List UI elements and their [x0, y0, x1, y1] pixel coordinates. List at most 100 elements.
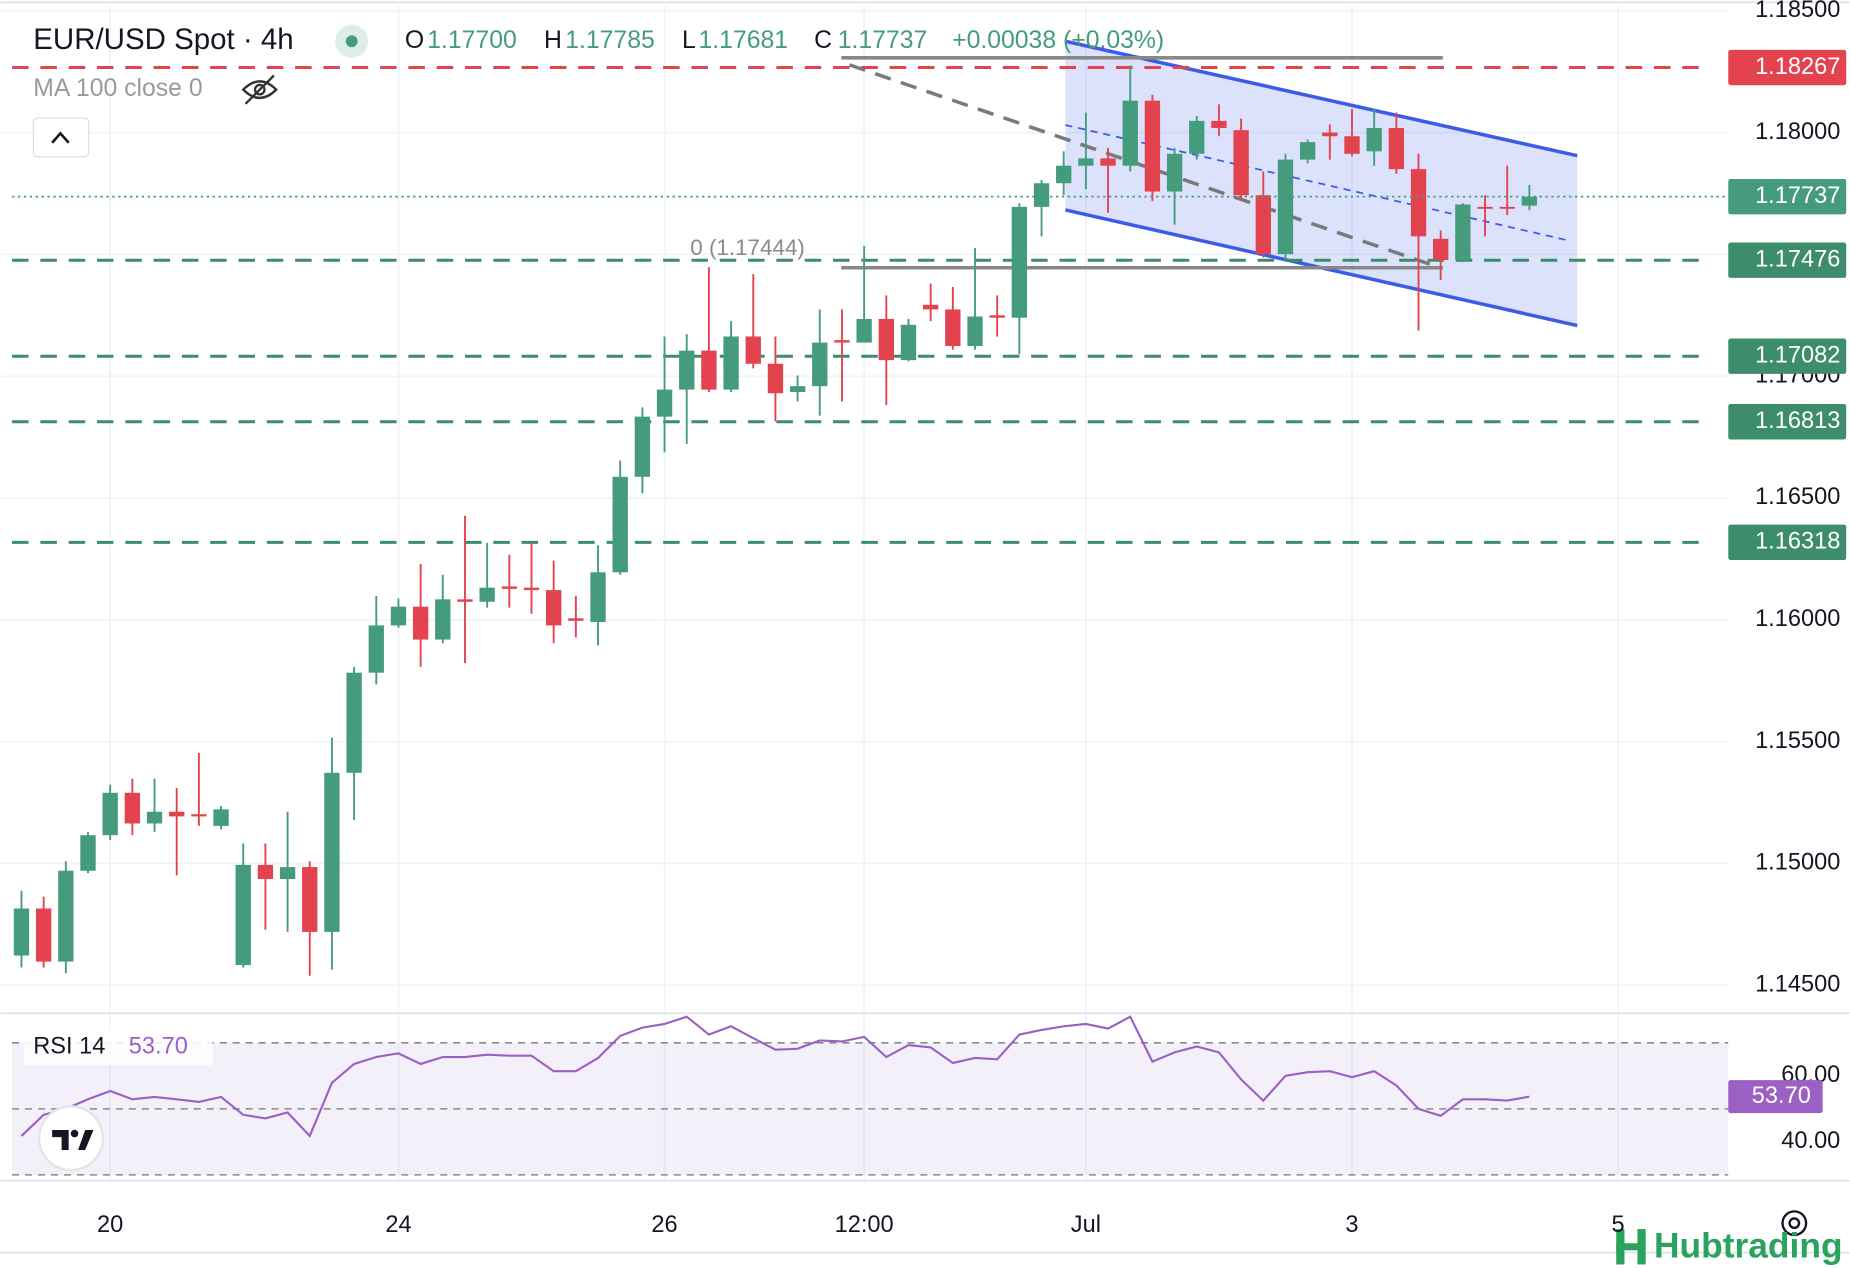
ohlc-change: +0.00038 (+0.03%): [952, 27, 1164, 54]
x-tick-label: 24: [385, 1211, 411, 1237]
y-tick-label: 1.15000: [1755, 849, 1840, 875]
ohlc-value: 1.17681: [699, 27, 789, 54]
rsi-tick-label: 40.00: [1781, 1127, 1840, 1153]
x-tick-label: 3: [1345, 1211, 1358, 1237]
candle-body: [1144, 100, 1161, 192]
candle-body: [922, 304, 939, 310]
rsi-legend-name: RSI 14: [33, 1033, 105, 1059]
level-label-box: [1728, 524, 1847, 561]
candle-body: [656, 389, 673, 417]
candle-body: [124, 792, 141, 824]
trend-line: [848, 63, 1434, 268]
candle-body: [501, 586, 517, 589]
rsi-line: [20, 1015, 1530, 1138]
ohlc-value: 1.17737: [838, 27, 928, 54]
collapse-button[interactable]: [32, 117, 90, 158]
candle-body: [1410, 169, 1427, 237]
candle-body: [723, 336, 739, 390]
candle-body: [767, 363, 784, 394]
candle-body: [1100, 158, 1116, 166]
level-label-box: [1728, 404, 1847, 440]
candle-body: [701, 350, 717, 390]
candle-body: [523, 587, 540, 591]
candle-body: [302, 867, 318, 932]
channel-top: [1064, 39, 1578, 158]
y-tick-label: 1.16500: [1755, 483, 1840, 509]
eye-off-icon[interactable]: [241, 74, 278, 105]
level-label: 1.17476: [1755, 245, 1840, 271]
candle-body: [834, 340, 850, 343]
candle-body: [945, 309, 961, 346]
candle-body: [1344, 136, 1360, 154]
tv-logo[interactable]: [37, 1105, 105, 1172]
candle-body: [900, 324, 917, 361]
level-label: 1.17082: [1755, 341, 1840, 367]
candle-body: [435, 599, 451, 640]
ohlc-value: 1.17785: [565, 27, 655, 54]
candle-body: [812, 342, 828, 387]
watermark-logo: [1616, 1229, 1646, 1265]
y-tick-label: 1.18000: [1755, 118, 1840, 144]
candle-body: [789, 386, 806, 393]
y-tick-label: 1.15500: [1755, 727, 1840, 753]
settings-icon[interactable]: [1781, 1210, 1808, 1237]
candle-body: [102, 792, 118, 836]
x-tick-label: Jul: [1071, 1211, 1101, 1237]
candle-body: [1233, 130, 1249, 196]
candle-body: [1078, 158, 1094, 166]
candle-body: [568, 618, 584, 621]
x-tick-label: 26: [651, 1211, 677, 1237]
level-label: 1.18267: [1755, 53, 1840, 79]
status-dot: [345, 35, 358, 48]
x-tick-label: 20: [97, 1211, 123, 1237]
candle-body: [1521, 196, 1538, 206]
level-label: 1.16813: [1755, 407, 1840, 433]
candle-body: [390, 606, 407, 626]
rsi-legend-value: 53.70: [129, 1033, 188, 1059]
candle-body: [13, 908, 30, 956]
candle-body: [590, 572, 606, 623]
candle-body: [1255, 195, 1271, 255]
candle-body: [967, 316, 983, 346]
candle-body: [235, 864, 251, 966]
candle-body: [368, 625, 384, 673]
y-tick-label: 1.18500: [1755, 0, 1840, 22]
candle-body: [457, 599, 473, 602]
candle-body: [257, 864, 274, 880]
candle-body: [35, 908, 52, 962]
candle-body: [1388, 127, 1405, 170]
ohlc-key: O: [405, 27, 424, 54]
candle-body: [279, 867, 296, 880]
candle-body: [1189, 120, 1205, 154]
current-price-label: 1.17737: [1755, 182, 1840, 208]
indicator-label: MA 100 close 0: [33, 75, 202, 102]
level-label-box: [1728, 49, 1847, 86]
candle-body: [1011, 206, 1028, 318]
level-label-box: [1728, 242, 1847, 278]
x-tick-label: 12:00: [835, 1211, 894, 1237]
candle-body: [1455, 204, 1471, 260]
candle-body: [612, 476, 628, 573]
candle-body: [80, 835, 96, 871]
candle-body: [634, 416, 651, 477]
candle-body: [1166, 153, 1183, 192]
y-tick-label: 1.14500: [1755, 970, 1840, 996]
candle-body: [146, 811, 163, 824]
ohlc-key: C: [814, 27, 832, 54]
candle-body: [1322, 132, 1338, 137]
current-price-label-box: [1728, 178, 1847, 215]
ohlc-value: 1.17700: [427, 27, 517, 54]
rsi-value-box: [1728, 1080, 1823, 1114]
rsi-legend-bg: [23, 1029, 213, 1066]
grid-layer: [0, 5, 1729, 1180]
chart-title: EUR/USD Spot · 4h: [33, 23, 293, 56]
level-label: 1.16318: [1755, 528, 1840, 554]
candle-body: [213, 809, 229, 826]
candle-body: [546, 590, 562, 626]
candle-body: [989, 315, 1005, 318]
candle-body: [1277, 159, 1294, 255]
x-tick-label: 5: [1612, 1211, 1625, 1237]
